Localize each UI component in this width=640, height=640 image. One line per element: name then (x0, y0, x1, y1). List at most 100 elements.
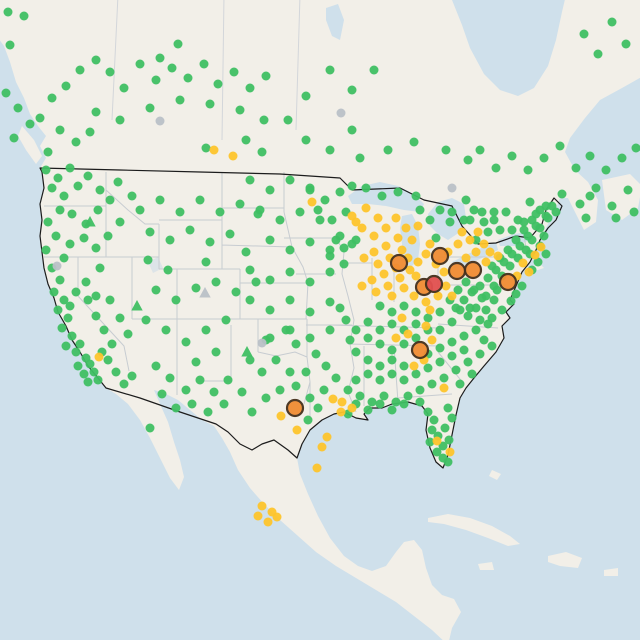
monitor-dot-moderate[interactable] (433, 291, 443, 301)
monitor-dot-good[interactable] (201, 325, 211, 335)
monitor-dot-good[interactable] (255, 205, 265, 215)
monitor-dot-good[interactable] (463, 311, 473, 321)
monitor-dot-good[interactable] (41, 165, 51, 175)
monitor-dot-good[interactable] (259, 115, 269, 125)
monitor-dot-good[interactable] (535, 223, 545, 233)
monitor-dot-good[interactable] (55, 125, 65, 135)
monitor-dot-good[interactable] (367, 397, 377, 407)
monitor-dot-good[interactable] (191, 283, 201, 293)
monitor-dot-good[interactable] (225, 229, 235, 239)
monitor-dot-good[interactable] (161, 325, 171, 335)
monitor-dot-good[interactable] (519, 225, 529, 235)
monitor-dot-good[interactable] (91, 55, 101, 65)
monitor-dot-good[interactable] (375, 399, 385, 409)
monitor-dot-good[interactable] (41, 245, 51, 255)
monitor-dot-good[interactable] (607, 17, 617, 27)
monitor-dot-good[interactable] (43, 217, 53, 227)
monitor-dot-good[interactable] (351, 235, 361, 245)
monitor-dot-good[interactable] (471, 325, 481, 335)
monitor-dot-good[interactable] (511, 289, 521, 299)
monitor-dot-good[interactable] (85, 127, 95, 137)
monitor-dot-good[interactable] (55, 205, 65, 215)
monitor-dot-good[interactable] (127, 371, 137, 381)
monitor-dot-good[interactable] (427, 379, 437, 389)
monitor-dot-good[interactable] (91, 311, 101, 321)
monitor-dot-good[interactable] (53, 305, 63, 315)
monitor-dot-good[interactable] (533, 257, 543, 267)
monitor-dot-good[interactable] (425, 215, 435, 225)
monitor-dot-good[interactable] (53, 173, 63, 183)
monitor-dot-good[interactable] (387, 355, 397, 365)
monitor-dot-good[interactable] (601, 165, 611, 175)
monitor-dot-good[interactable] (375, 361, 385, 371)
monitor-dot-good[interactable] (205, 99, 215, 109)
monitor-dot-good[interactable] (435, 357, 445, 367)
monitor-dot-good[interactable] (387, 369, 397, 379)
monitor-dot-good[interactable] (411, 369, 421, 379)
monitor-dot-moderate[interactable] (253, 511, 263, 521)
monitor-dot-good[interactable] (477, 207, 487, 217)
monitor-dot-good[interactable] (291, 339, 301, 349)
monitor-dot-good[interactable] (489, 207, 499, 217)
monitor-dot-good[interactable] (541, 211, 551, 221)
monitor-dot-good[interactable] (105, 295, 115, 305)
monitor-dot-moderate[interactable] (409, 361, 419, 371)
monitor-dot-good[interactable] (305, 393, 315, 403)
monitor-dot-good[interactable] (461, 277, 471, 287)
monitor-dot-good[interactable] (47, 183, 57, 193)
monitor-dot-good[interactable] (475, 145, 485, 155)
monitor-dot-good[interactable] (393, 187, 403, 197)
monitor-dot-good[interactable] (611, 213, 621, 223)
monitor-dot-good[interactable] (375, 339, 385, 349)
monitor-dot-large-unhealthy[interactable] (424, 274, 444, 294)
monitor-dot-good[interactable] (483, 227, 493, 237)
monitor-dot-good[interactable] (163, 265, 173, 275)
monitor-dot-moderate[interactable] (357, 223, 367, 233)
monitor-dot-good[interactable] (47, 93, 57, 103)
monitor-dot-moderate[interactable] (493, 251, 503, 261)
monitor-dot-good[interactable] (487, 341, 497, 351)
monitor-dot-good[interactable] (507, 225, 517, 235)
monitor-dot-large-unhealthy_sensitive[interactable] (430, 246, 450, 266)
monitor-dot-moderate[interactable] (427, 335, 437, 345)
monitor-dot-inactive[interactable] (336, 108, 346, 118)
monitor-dot-good[interactable] (415, 397, 425, 407)
monitor-dot-good[interactable] (325, 65, 335, 75)
monitor-dot-good[interactable] (171, 295, 181, 305)
monitor-dot-good[interactable] (59, 253, 69, 263)
monitor-dot-good[interactable] (571, 163, 581, 173)
monitor-dot-good[interactable] (481, 291, 491, 301)
monitor-dot-good[interactable] (123, 329, 133, 339)
monitor-dot-good[interactable] (65, 163, 75, 173)
monitor-dot-good[interactable] (343, 385, 353, 395)
monitor-dot-good[interactable] (495, 225, 505, 235)
monitor-dot-good[interactable] (99, 325, 109, 335)
monitor-dot-good[interactable] (201, 257, 211, 267)
monitor-dot-good[interactable] (467, 287, 477, 297)
monitor-dot-good[interactable] (251, 277, 261, 287)
monitor-dot-good[interactable] (483, 273, 493, 283)
monitor-dot-good[interactable] (475, 281, 485, 291)
monitor-dot-good[interactable] (83, 171, 93, 181)
monitor-dot-good[interactable] (213, 79, 223, 89)
monitor-dot-good[interactable] (67, 209, 77, 219)
monitor-dot-moderate[interactable] (336, 407, 346, 417)
monitor-dot-good[interactable] (305, 333, 315, 343)
monitor-dot-moderate[interactable] (432, 436, 442, 446)
monitor-dot-large-unhealthy_sensitive[interactable] (447, 261, 467, 281)
monitor-triangle-good[interactable] (241, 346, 253, 357)
monitor-dot-good[interactable] (257, 367, 267, 377)
monitor-dot-good[interactable] (447, 351, 457, 361)
monitor-dot-good[interactable] (383, 145, 393, 155)
monitor-dot-good[interactable] (103, 231, 113, 241)
monitor-dot-good[interactable] (61, 341, 71, 351)
monitor-dot-good[interactable] (325, 267, 335, 277)
monitor-dot-good[interactable] (411, 191, 421, 201)
monitor-dot-moderate[interactable] (387, 291, 397, 301)
monitor-dot-good[interactable] (261, 71, 271, 81)
monitor-dot-moderate[interactable] (381, 241, 391, 251)
monitor-dot-good[interactable] (71, 287, 81, 297)
monitor-dot-good[interactable] (231, 287, 241, 297)
monitor-dot-good[interactable] (79, 369, 89, 379)
monitor-dot-good[interactable] (427, 425, 437, 435)
